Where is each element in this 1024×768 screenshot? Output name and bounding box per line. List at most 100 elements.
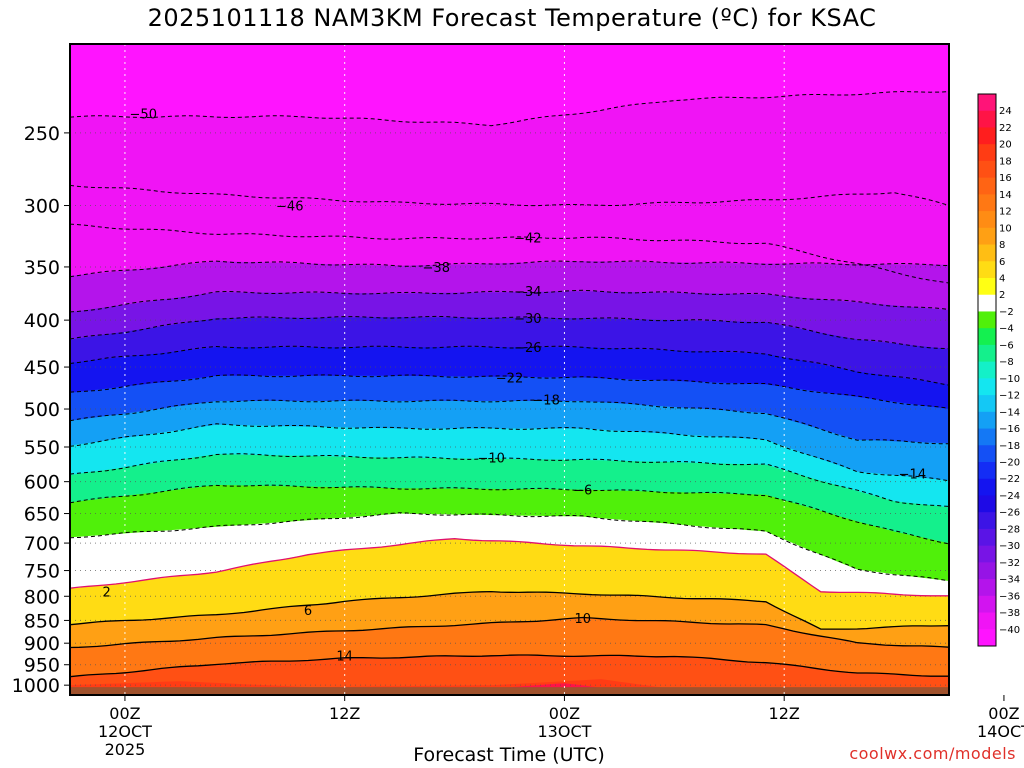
colorbar-swatch [978,595,996,614]
colorbar-swatch [978,361,996,379]
colorbar-swatch [978,110,996,128]
colorbar-swatch [978,311,996,329]
colorbar-label: −10 [999,374,1020,385]
colorbar-swatch [978,294,996,312]
y-tick-label: 850 [24,610,60,632]
colorbar-label: −26 [999,508,1020,519]
colorbar-swatch [978,94,996,112]
colorbar-label: −14 [999,407,1020,418]
y-tick-label: 500 [24,399,60,421]
isotherm-label: 10 [574,612,591,627]
y-tick-label: 350 [24,257,60,279]
x-tick-label: 00Z [109,704,140,723]
colorbar-swatch [978,194,996,212]
colorbar-swatch [978,378,996,396]
isotherm-line [70,289,949,313]
isotherm-line [70,484,949,545]
temperature-band [70,655,949,695]
isotherm-line [70,654,949,678]
colorbar-label: −34 [999,575,1020,586]
colorbar-label: −18 [999,441,1020,452]
isotherm-contours: −50 −46 −42 −38 −34 −30 −26 −22 −18 −14 −10 −6 2 6 10 1… [70,91,949,678]
colorbar-label: −2 [999,307,1014,318]
colorbar-label: 20 [999,140,1012,151]
x-tick-label: 00Z [549,704,580,723]
y-tick-label: 750 [24,561,60,583]
colorbar-label: −20 [999,458,1020,469]
colorbar-label: −4 [999,324,1014,335]
y-tick-label: 800 [24,586,60,608]
x-tick-label: 12Z [769,704,800,723]
isotherm-label: −34 [514,285,541,300]
isotherm-line [70,616,949,649]
colorbar-swatch [978,579,996,597]
isotherm-label: −46 [276,200,303,215]
isotherm-label: −26 [514,341,541,356]
plot-frame [69,43,950,696]
isotherm-line [70,423,949,482]
x-tick-label: 14OCT [977,722,1024,741]
y-tick-label: 250 [24,123,60,145]
colorbar-label: 6 [999,257,1005,268]
colorbar-swatch [978,227,996,246]
colorbar-label: −12 [999,391,1020,402]
isotherm-label: 6 [304,604,312,619]
colorbar-label: 18 [999,156,1012,167]
y-tick-label: 600 [24,472,60,494]
y-tick-label: 650 [24,504,60,526]
y-tick-label: 450 [24,357,60,379]
isotherm-line [70,538,949,597]
isotherm-label: 2 [102,585,110,600]
x-tick-label: 00Z [988,704,1019,723]
colorbar-label: 8 [999,240,1005,251]
y-tick-label: 1000 [12,675,60,697]
colorbar-label: −6 [999,340,1014,351]
x-axis-label: Forecast Time (UTC) [413,744,605,766]
colorbar-label: 10 [999,223,1012,234]
colorbar-swatch [978,612,996,630]
colorbar-swatch [978,144,996,162]
isotherm-line [70,91,949,127]
colorbar-swatch [978,328,996,346]
colorbar-swatch [978,629,996,647]
isotherm-label: −42 [514,231,541,246]
colorbar-swatch [978,211,996,229]
colorbar-label: −30 [999,541,1020,552]
y-axis: 2503003504004505005506006507007508008509… [12,123,70,697]
isotherm-line [70,315,949,350]
y-tick-label: 550 [24,437,60,459]
chart-title: 2025101118 NAM3KM Forecast Temperature (… [147,4,877,32]
colorbar-label: −28 [999,524,1020,535]
colorbar-label: −38 [999,608,1020,619]
x-tick-label: 12Z [329,704,360,723]
colorbar-swatch [978,261,996,279]
colorbar-label: −36 [999,591,1020,602]
isotherm-label: −22 [496,372,523,387]
x-tick-label: 12OCT [98,722,152,741]
isotherm-label: −50 [130,107,157,122]
colorbar-label: −22 [999,474,1020,485]
y-tick-label: 400 [24,310,60,332]
x-axis: 00Z12OCT202512Z00Z13OCT12Z00Z14OCT [98,695,1024,759]
plot-area [70,44,949,695]
isotherm-line [70,453,949,507]
colorbar-swatch [978,462,996,480]
x-tick-label: 2025 [105,740,146,759]
grid [70,44,949,695]
colorbar-label: −8 [999,357,1014,368]
isotherm-line [70,512,949,582]
isotherm-line [70,590,949,630]
colorbar-swatch [978,545,996,563]
colorbar-swatch [978,528,996,547]
colorbar: 24 22 20 18 16 14 12 10 8 6 4 2 −2 −4 −6 −8 −10 −12 −14 −16… [977,93,1020,647]
colorbar-label: 2 [999,290,1005,301]
y-tick-label: 900 [24,633,60,655]
colorbar-swatch [978,278,996,296]
colorbar-swatch [978,562,996,580]
colorbar-swatch [978,495,996,513]
colorbar-label: −24 [999,491,1020,502]
isotherm-label: −10 [477,452,504,467]
isotherm-line [70,374,949,409]
colorbar-label: 14 [999,190,1012,201]
